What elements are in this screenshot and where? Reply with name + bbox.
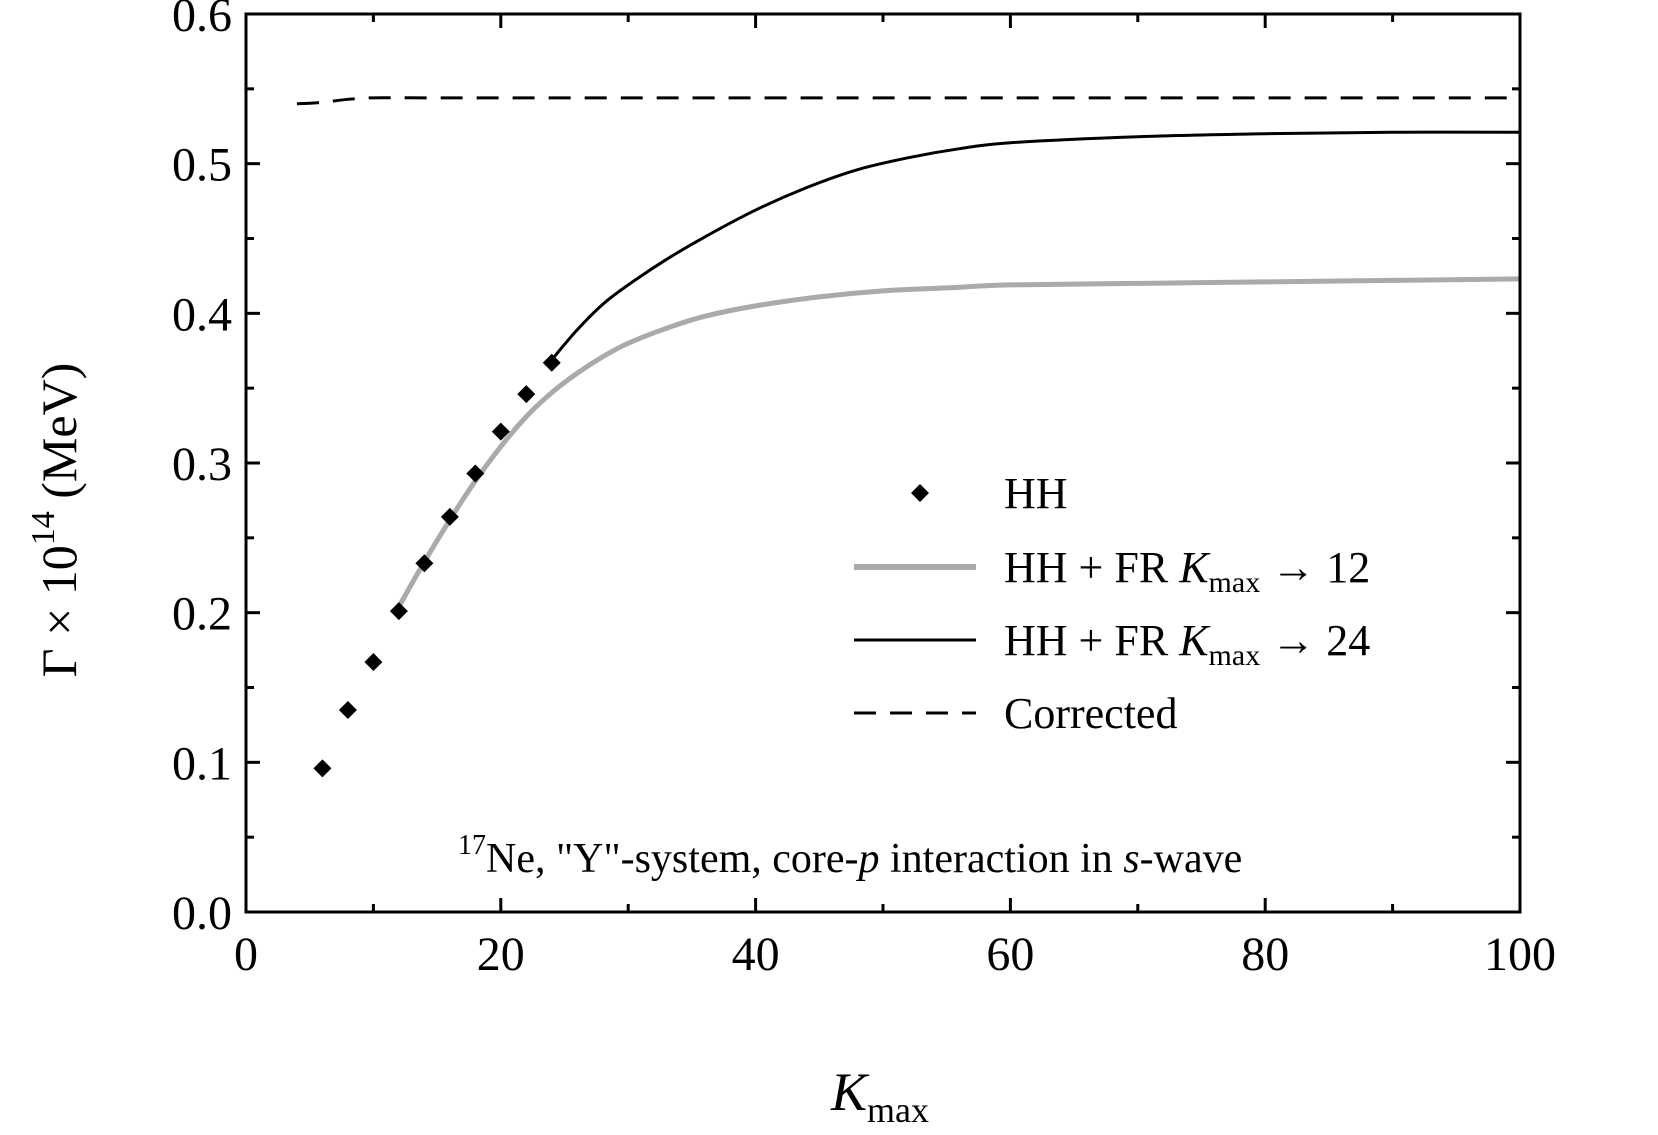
series-line-corrected <box>296 96 1520 106</box>
y-tick-label: 0.2 <box>172 588 232 641</box>
x-tick-label: 60 <box>986 928 1034 981</box>
legend-label-corrected: Corrected <box>1004 689 1177 738</box>
y-tick-label: 0.4 <box>172 288 232 341</box>
x-tick-label: 40 <box>732 928 780 981</box>
y-tick-label: 0.0 <box>172 887 232 940</box>
x-axis-title: Kmax <box>830 1062 929 1130</box>
legend-label-k24: HH + FR Kmax → 24 <box>1004 616 1370 672</box>
x-tick-label: 20 <box>477 928 525 981</box>
x-tick-label: 100 <box>1484 928 1556 981</box>
legend-label-k12: HH + FR Kmax → 12 <box>1004 543 1370 599</box>
plot-frame <box>244 12 1522 914</box>
hh-data-point <box>338 700 357 719</box>
axis-ticks: 0 20 40 60 80 100 0.0 0.1 0.2 0.3 0.4 0.5 0.6 <box>172 0 1556 981</box>
hh-data-point <box>491 422 510 441</box>
hh-data-point <box>466 464 485 483</box>
series-line-k12 <box>396 276 1521 608</box>
x-tick-label: 0 <box>234 928 258 981</box>
hh-data-point <box>313 759 332 778</box>
hh-data-point <box>364 653 383 672</box>
legend: HH HH + FR Kmax → 12 HH + FR Kmax → 24 C… <box>854 469 1370 738</box>
hh-data-point <box>517 385 536 404</box>
y-tick-label: 0.3 <box>172 438 232 491</box>
y-tick-label: 0.6 <box>172 0 232 42</box>
series-layer <box>296 96 1521 778</box>
legend-label-hh: HH <box>1004 469 1068 518</box>
hh-data-point <box>440 507 459 526</box>
x-tick-label: 80 <box>1241 928 1289 981</box>
y-tick-label: 0.1 <box>172 737 232 790</box>
legend-marker-hh <box>911 484 929 502</box>
hh-data-point <box>389 602 408 621</box>
hh-data-point <box>542 353 561 372</box>
y-tick-label: 0.5 <box>172 139 232 192</box>
chart-annotation: 17Ne, "Y"-system, core-p interaction in … <box>458 830 1242 882</box>
hh-data-point <box>415 554 434 573</box>
y-axis-title: Γ × 1014 (MeV) <box>25 363 87 678</box>
series-line-k24 <box>550 130 1521 361</box>
